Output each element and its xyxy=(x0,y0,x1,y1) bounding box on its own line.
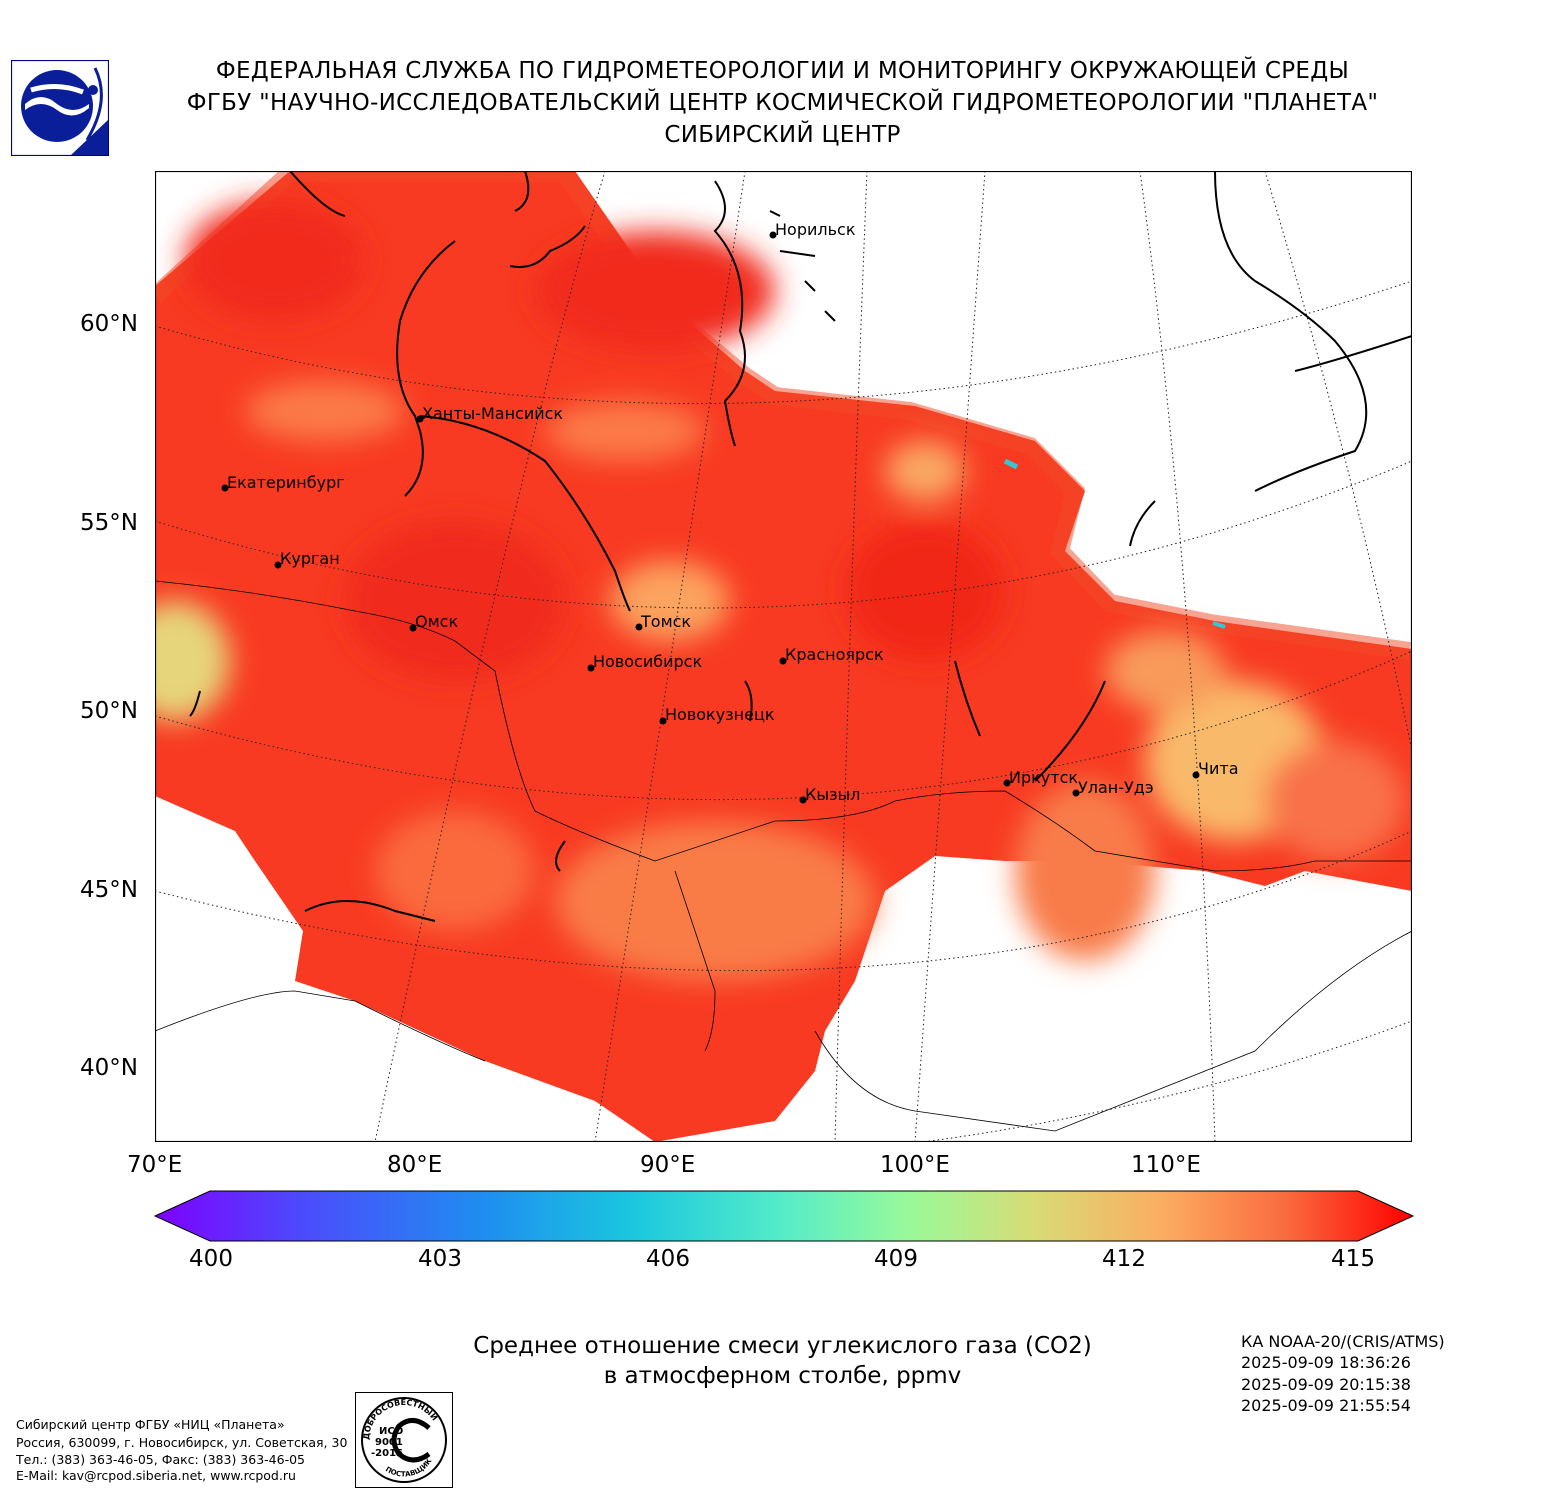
co2-map: Норильск Ханты-Мансийск Екатеринбург Кур… xyxy=(155,171,1412,1142)
svg-text:Екатеринбург: Екатеринбург xyxy=(227,473,345,492)
city-kurgan: Курган xyxy=(274,549,340,569)
colorbar-tick-409: 409 xyxy=(874,1246,918,1272)
contact-email: E-Mail: kav@rcpod.siberia.net, www.rcpod… xyxy=(16,1468,296,1483)
lon-label-70: 70°E xyxy=(127,1152,183,1178)
colorbar-tick-406: 406 xyxy=(646,1246,690,1272)
iso-stamp: ДОБРОСОВЕСТНЫЙ ПОСТАВЩИК ИСО 9001 -2015 xyxy=(355,1392,453,1488)
city-tomsk: Томск xyxy=(635,612,691,631)
lat-label-60: 60°N xyxy=(80,311,138,337)
city-khanty-mansiysk: Ханты-Мансийск xyxy=(416,404,563,423)
satellite-name: КА NOAA-20/(CRIS/ATMS) xyxy=(1241,1332,1445,1351)
colorbar-tick-412: 412 xyxy=(1102,1246,1146,1272)
header-line-3: СИБИРСКИЙ ЦЕНТР xyxy=(664,122,901,148)
rivers xyxy=(189,171,1412,922)
lon-label-100: 100°E xyxy=(880,1152,950,1178)
lon-label-110: 110°E xyxy=(1131,1152,1201,1178)
borders xyxy=(155,580,1412,1132)
map-frame xyxy=(155,171,1412,1142)
contact-phone: Тел.: (383) 363-46-05, Факс: (383) 363-4… xyxy=(16,1452,306,1467)
city-krasnoyarsk: Красноярск xyxy=(779,645,884,665)
svg-text:Улан-Удэ: Улан-Удэ xyxy=(1078,778,1154,797)
satellite-time-2: 2025-09-09 20:15:38 xyxy=(1241,1375,1411,1394)
city-novokuznetsk: Новокузнецк xyxy=(659,705,775,725)
svg-text:Новосибирск: Новосибирск xyxy=(593,652,702,671)
city-chita: Чита xyxy=(1192,759,1239,779)
svg-text:Чита: Чита xyxy=(1198,759,1239,778)
lon-label-90: 90°E xyxy=(640,1152,696,1178)
header-line-1: ФЕДЕРАЛЬНАЯ СЛУЖБА ПО ГИДРОМЕТЕОРОЛОГИИ … xyxy=(215,58,1350,84)
city-novosibirsk: Новосибирск xyxy=(587,652,702,672)
svg-text:Норильск: Норильск xyxy=(775,220,856,239)
colorbar-tick-400: 400 xyxy=(189,1246,233,1272)
cities: Норильск Ханты-Мансийск Екатеринбург Кур… xyxy=(221,220,1239,804)
planeta-logo xyxy=(11,60,109,156)
caption-line-1: Среднее отношение смеси углекислого газа… xyxy=(473,1333,1092,1359)
city-omsk: Омск xyxy=(409,612,458,632)
city-yekaterinburg: Екатеринбург xyxy=(221,473,345,492)
svg-text:Кызыл: Кызыл xyxy=(805,785,860,804)
svg-text:Иркутск: Иркутск xyxy=(1009,768,1078,787)
satellite-time-3: 2025-09-09 21:55:54 xyxy=(1241,1396,1411,1415)
lat-label-40: 40°N xyxy=(80,1055,138,1081)
satellite-time-1: 2025-09-09 18:36:26 xyxy=(1241,1353,1411,1372)
lat-label-45: 45°N xyxy=(80,877,138,903)
city-ulan-ude: Улан-Удэ xyxy=(1072,778,1154,797)
header-line-2: ФГБУ "НАУЧНО-ИССЛЕДОВАТЕЛЬСКИЙ ЦЕНТР КОС… xyxy=(186,90,1379,116)
svg-text:-2015: -2015 xyxy=(371,1448,403,1459)
city-irkutsk: Иркутск xyxy=(1003,768,1078,787)
svg-text:Красноярск: Красноярск xyxy=(785,645,884,664)
co2-field xyxy=(155,171,1412,1142)
contact-address: Россия, 630099, г. Новосибирск, ул. Сове… xyxy=(16,1435,348,1450)
city-kyzyl: Кызыл xyxy=(799,785,860,804)
svg-text:Курган: Курган xyxy=(280,549,340,568)
colorbar xyxy=(153,1190,1415,1242)
svg-text:Томск: Томск xyxy=(640,612,691,631)
lon-label-80: 80°E xyxy=(387,1152,443,1178)
svg-text:Ханты-Мансийск: Ханты-Мансийск xyxy=(422,404,563,423)
caption-line-2: в атмосферном столбе, ppmv xyxy=(603,1363,962,1389)
city-norilsk: Норильск xyxy=(769,220,856,239)
lat-label-50: 50°N xyxy=(80,698,138,724)
lat-label-55: 55°N xyxy=(80,510,138,536)
svg-text:ИСО: ИСО xyxy=(379,1426,403,1437)
contact-org: Сибирский центр ФГБУ «НИЦ «Планета» xyxy=(16,1417,285,1432)
colorbar-tick-415: 415 xyxy=(1331,1246,1375,1272)
colorbar-tick-403: 403 xyxy=(418,1246,462,1272)
svg-text:Новокузнецк: Новокузнецк xyxy=(665,705,775,724)
graticule xyxy=(155,171,1412,1142)
svg-text:9001: 9001 xyxy=(375,1437,403,1448)
svg-text:Омск: Омск xyxy=(415,612,458,631)
